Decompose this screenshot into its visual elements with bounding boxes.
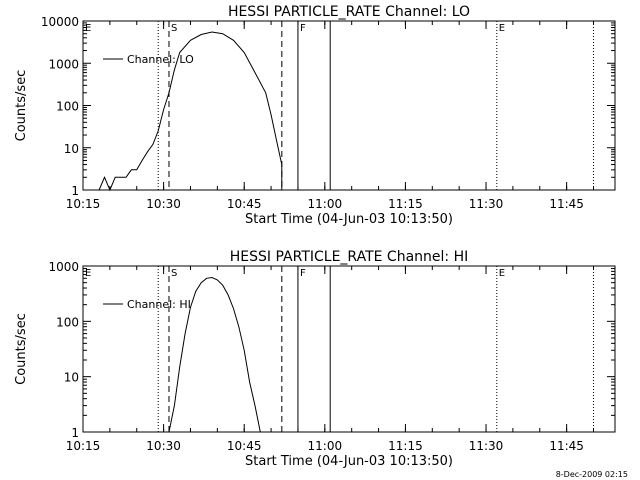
x-tick-label: 11:00 xyxy=(308,439,343,453)
series-line xyxy=(98,31,283,192)
x-tick-label: 11:30 xyxy=(469,197,504,211)
series-line xyxy=(168,276,261,433)
y-tick-label: 1000 xyxy=(48,57,79,71)
time-marker-label: E xyxy=(499,23,505,34)
legend-label: Channel: HI xyxy=(127,298,191,311)
x-tick-label: 10:15 xyxy=(66,197,101,211)
y-tick-label: 10000 xyxy=(41,15,79,29)
time-marker-label: F xyxy=(300,23,306,34)
corner-marker-label: E xyxy=(85,268,91,279)
y-tick-label: 10 xyxy=(64,142,79,156)
legend-label: Channel: LO xyxy=(127,53,194,66)
x-tick-label: 10:45 xyxy=(227,439,262,453)
plot-frame xyxy=(82,265,616,433)
x-tick-label: 10:30 xyxy=(146,439,181,453)
y-tick-label: 1 xyxy=(71,184,79,198)
y-axis-label: Counts/sec xyxy=(14,70,29,142)
chart-panel-1: HESSI PARTICLE_RATE Channel: LO 1 10 100 100… xyxy=(14,4,616,227)
chart-title: HESSI PARTICLE_RATE Channel: LO xyxy=(228,4,470,20)
x-tick-label: 10:30 xyxy=(146,197,181,211)
y-tick-label: 1 xyxy=(71,426,79,440)
x-tick-label: 11:15 xyxy=(388,439,423,453)
x-tick-label: 10:15 xyxy=(66,439,101,453)
x-axis-label: Start Time (04-Jun-03 10:13:50) xyxy=(245,212,453,227)
chart-title: HESSI PARTICLE_RATE Channel: HI xyxy=(230,249,468,265)
corner-marker-label: E xyxy=(85,23,91,34)
x-tick-label: 11:45 xyxy=(549,439,584,453)
time-marker-label: S xyxy=(171,268,177,279)
time-marker-label: S xyxy=(171,23,177,34)
chart-panel-2: HESSI PARTICLE_RATE Channel: HI 1 10 100 100… xyxy=(14,249,616,469)
plot-timestamp: 8-Dec-2009 02:15 xyxy=(555,470,628,479)
y-tick-label: 10 xyxy=(64,371,79,385)
y-axis-label: Counts/sec xyxy=(14,313,29,385)
x-tick-label: 10:45 xyxy=(227,197,262,211)
x-tick-label: 11:30 xyxy=(469,439,504,453)
time-marker-label: E xyxy=(499,268,505,279)
plot-frame xyxy=(82,20,616,191)
y-tick-label: 100 xyxy=(56,315,79,329)
y-tick-label: 100 xyxy=(56,100,79,114)
x-axis-label: Start Time (04-Jun-03 10:13:50) xyxy=(245,454,453,469)
x-tick-label: 11:15 xyxy=(388,197,423,211)
x-tick-label: 11:00 xyxy=(308,197,343,211)
y-tick-label: 1000 xyxy=(48,260,79,274)
time-marker-label: F xyxy=(300,268,306,279)
x-tick-label: 11:45 xyxy=(549,197,584,211)
